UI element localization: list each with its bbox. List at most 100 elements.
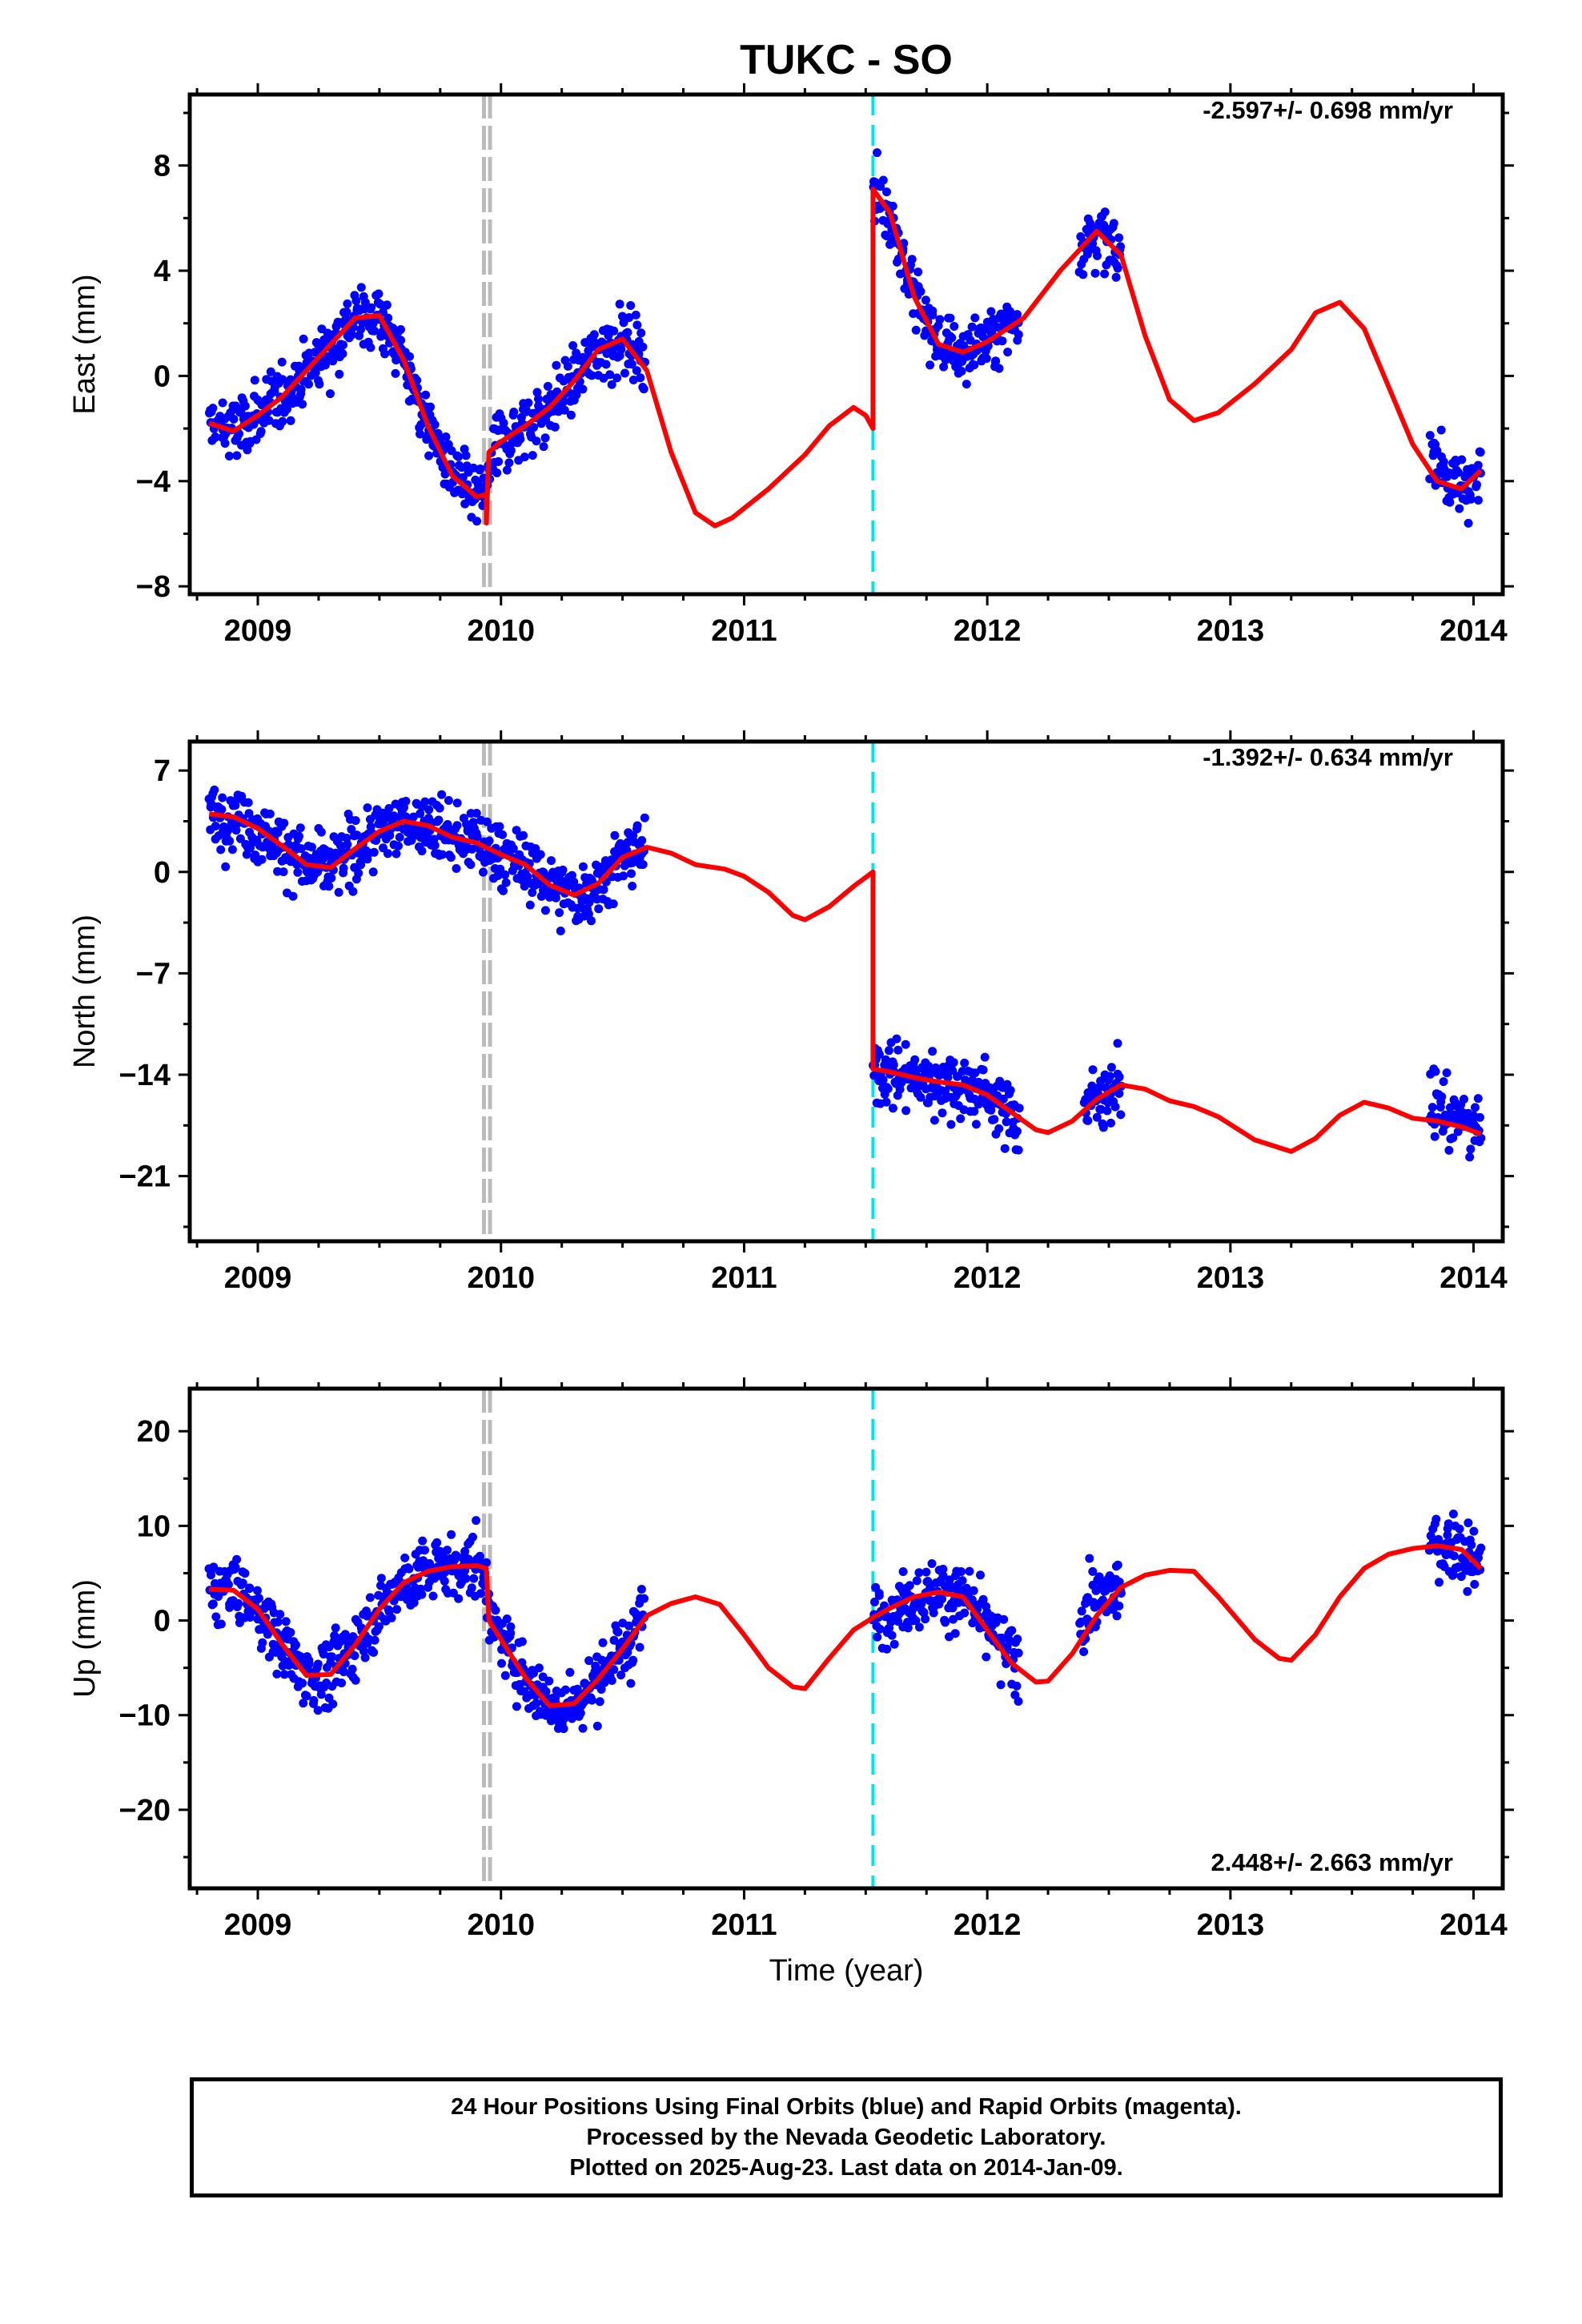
data-point [584,1656,594,1666]
data-point [938,1594,946,1604]
data-point [283,404,291,414]
data-point [504,458,514,468]
data-point [957,367,966,376]
data-point [352,830,362,840]
data-point [578,352,588,362]
data-point [452,821,462,830]
data-point [257,854,267,864]
data-point [351,816,360,826]
data-point [356,325,365,334]
data-point [298,400,307,409]
data-point [605,370,615,380]
data-point [596,1685,606,1694]
data-point [309,1695,319,1705]
panel-up: 2009 2010 2011 2012 2013 2014 −20 −10 0 10 20 Up (m… [68,1377,1514,1942]
y-axis-label: North (mm) [68,915,102,1068]
data-point [1085,1554,1094,1563]
data-point [901,1039,910,1049]
data-point [636,373,645,383]
data-point [638,860,648,869]
data-point [1442,1068,1452,1078]
data-point [245,1613,255,1622]
data-point [637,836,647,845]
data-point [960,1608,970,1618]
footer-line-1: 24 Hour Positions Using Final Orbits (bl… [451,2094,1242,2120]
data-point [935,315,945,324]
data-point [217,805,227,814]
data-point [971,1120,981,1129]
data-point [279,867,288,877]
data-point [396,336,406,345]
data-point [319,1650,328,1659]
data-point [1006,1086,1015,1095]
data-point [1014,1648,1023,1658]
data-point [550,422,560,432]
data-point [268,1639,278,1649]
data-point [635,1642,644,1652]
data-point [238,1578,247,1588]
x-tick-label: 2012 [954,1908,1022,1942]
data-point [638,342,648,352]
data-point [365,1593,375,1602]
data-point [288,891,298,901]
data-point [552,360,561,370]
data-point [327,1652,337,1662]
data-point [921,1614,930,1624]
data-point [632,320,642,330]
data-point [532,1699,541,1708]
data-point [889,1639,899,1649]
x-tick-label: 2014 [1439,1261,1508,1295]
data-point [302,1691,311,1701]
data-point [347,1664,357,1674]
data-point [272,1669,282,1679]
data-point [232,1554,242,1564]
data-point [313,1706,323,1715]
data-point [211,822,220,830]
data-point [632,366,641,376]
data-point [299,334,308,344]
data-point [1116,242,1126,251]
data-point [243,798,253,807]
data-point [897,1078,906,1088]
data-point [279,818,289,828]
data-point [392,1605,402,1614]
data-point [229,414,239,424]
data-point [921,1567,931,1577]
data-point [597,1655,607,1665]
data-point [1455,1524,1464,1534]
data-point [1431,1067,1440,1076]
data-point [609,1665,619,1675]
data-point [472,1516,481,1526]
data-point [376,1574,386,1583]
x-tick-label: 2009 [224,1261,292,1295]
data-point [608,899,618,909]
data-point [420,797,430,806]
rate-label: -2.597+/- 0.698 mm/yr [1203,96,1453,124]
data-point [558,865,568,875]
footer-box: 24 Hour Positions Using Final Orbits (bl… [190,2077,1503,2197]
data-point [1466,494,1476,504]
data-point [607,1676,616,1685]
data-point [242,850,251,859]
data-point [640,813,649,822]
data-point [1432,446,1442,456]
data-point [878,1075,888,1084]
data-point [578,384,588,394]
data-point [1112,1611,1122,1621]
x-tick-label: 2012 [954,1261,1022,1295]
data-point [1013,1634,1022,1644]
x-tick-label: 2012 [954,614,1022,648]
data-point [251,850,260,860]
data-point [498,830,508,839]
data-point [948,1603,958,1613]
data-point [1448,1133,1458,1143]
data-point [382,300,391,310]
data-point [889,1060,898,1070]
x-axis-label: Time (year) [769,1954,924,1988]
data-point [400,1553,410,1562]
data-point [409,1598,419,1607]
data-point [367,303,376,312]
data-point [1437,1092,1447,1101]
data-point [980,1052,990,1062]
